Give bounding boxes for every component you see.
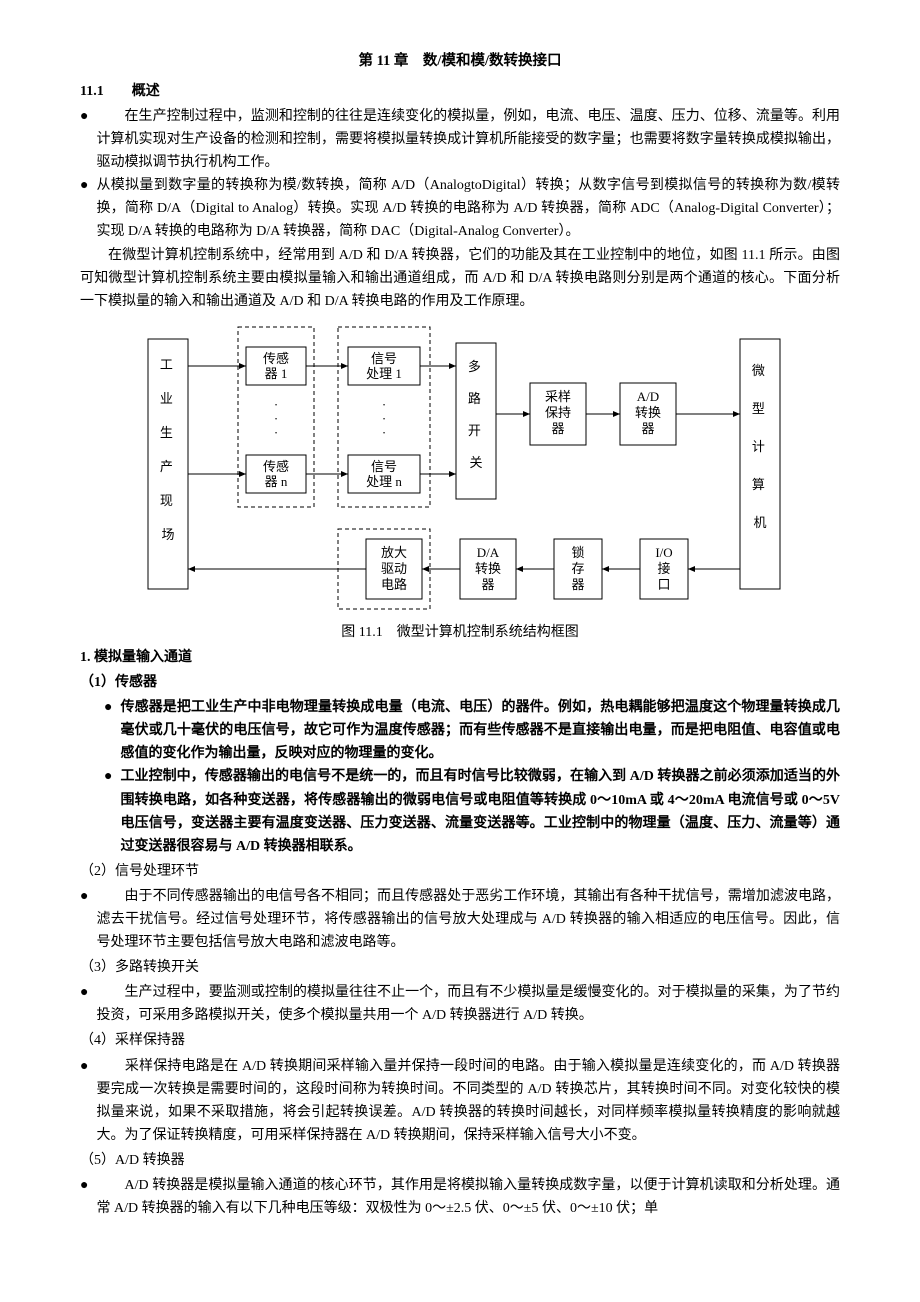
bullet-icon: ● [80, 885, 88, 908]
amp-label: 放大驱动电路 [381, 545, 407, 592]
sub4-bullet-1: 采样保持电路是在 A/D 转换期间采样输入量并保持一段时间的电路。由于输入模拟量… [96, 1055, 840, 1147]
io-label: I/O接口 [655, 545, 672, 592]
sub2-title: （2）信号处理环节 [80, 860, 840, 883]
sensor-1-label: 传感器 1 [263, 351, 289, 381]
sub3-title: （3）多路转换开关 [80, 956, 840, 979]
figure-11-1: 工 业 生 产 现 场 微 型 计 算 机 传感器 1 传感器 n ··· 信号… [80, 319, 840, 619]
latch-label: 锁存器 [571, 545, 584, 592]
bullet-icon: ● [104, 765, 112, 788]
sigproc-n-label: 信号处理 n [366, 459, 402, 489]
heading-1: 1. 模拟量输入通道 [80, 646, 840, 669]
bullet-icon: ● [104, 696, 112, 719]
bullet-icon: ● [80, 105, 88, 128]
section-heading-11-1: 11.1 概述 [80, 80, 840, 103]
bullet-icon: ● [80, 981, 88, 1004]
chapter-title: 第 11 章 数/模和模/数转换接口 [80, 50, 840, 74]
sub1-title: （1）传感器 [80, 671, 840, 694]
para-1: 在生产控制过程中，监测和控制的往往是连续变化的模拟量，例如，电流、电压、温度、压… [96, 105, 840, 174]
sub1-bullet-2: 工业控制中，传感器输出的电信号不是统一的，而且有时信号比较微弱，在输入到 A/D… [120, 765, 840, 857]
sub5-title: （5）A/D 转换器 [80, 1149, 840, 1172]
figure-caption: 图 11.1 微型计算机控制系统结构框图 [80, 621, 840, 644]
para-3: 在微型计算机控制系统中，经常用到 A/D 和 D/A 转换器，它们的功能及其在工… [80, 244, 840, 313]
bullet-icon: ● [80, 1055, 88, 1078]
sub5-bullet-1: A/D 转换器是模拟量输入通道的核心环节，其作用是将模拟输入量转换成数字量，以便… [96, 1174, 840, 1220]
sensor-n-label: 传感器 n [263, 459, 289, 489]
bullet-icon: ● [80, 174, 88, 197]
para-2: 从模拟量到数字量的转换称为模/数转换，简称 A/D（AnalogtoDigita… [96, 174, 840, 243]
bullet-icon: ● [80, 1174, 88, 1197]
dots-icon: ··· [382, 397, 386, 440]
sub1-bullet-1: 传感器是把工业生产中非电物理量转换成电量（电流、电压）的器件。例如，热电耦能够把… [120, 696, 840, 765]
sub3-bullet-1: 生产过程中，要监测或控制的模拟量往往不止一个，而且有不少模拟量是缓慢变化的。对于… [96, 981, 840, 1027]
dots-icon: ··· [274, 397, 278, 440]
sub2-bullet-1: 由于不同传感器输出的电信号各不相同；而且传感器处于恶劣工作环境，其输出有各种干扰… [96, 885, 840, 954]
sigproc-1-label: 信号处理 1 [366, 351, 402, 381]
sub4-title: （4）采样保持器 [80, 1029, 840, 1052]
